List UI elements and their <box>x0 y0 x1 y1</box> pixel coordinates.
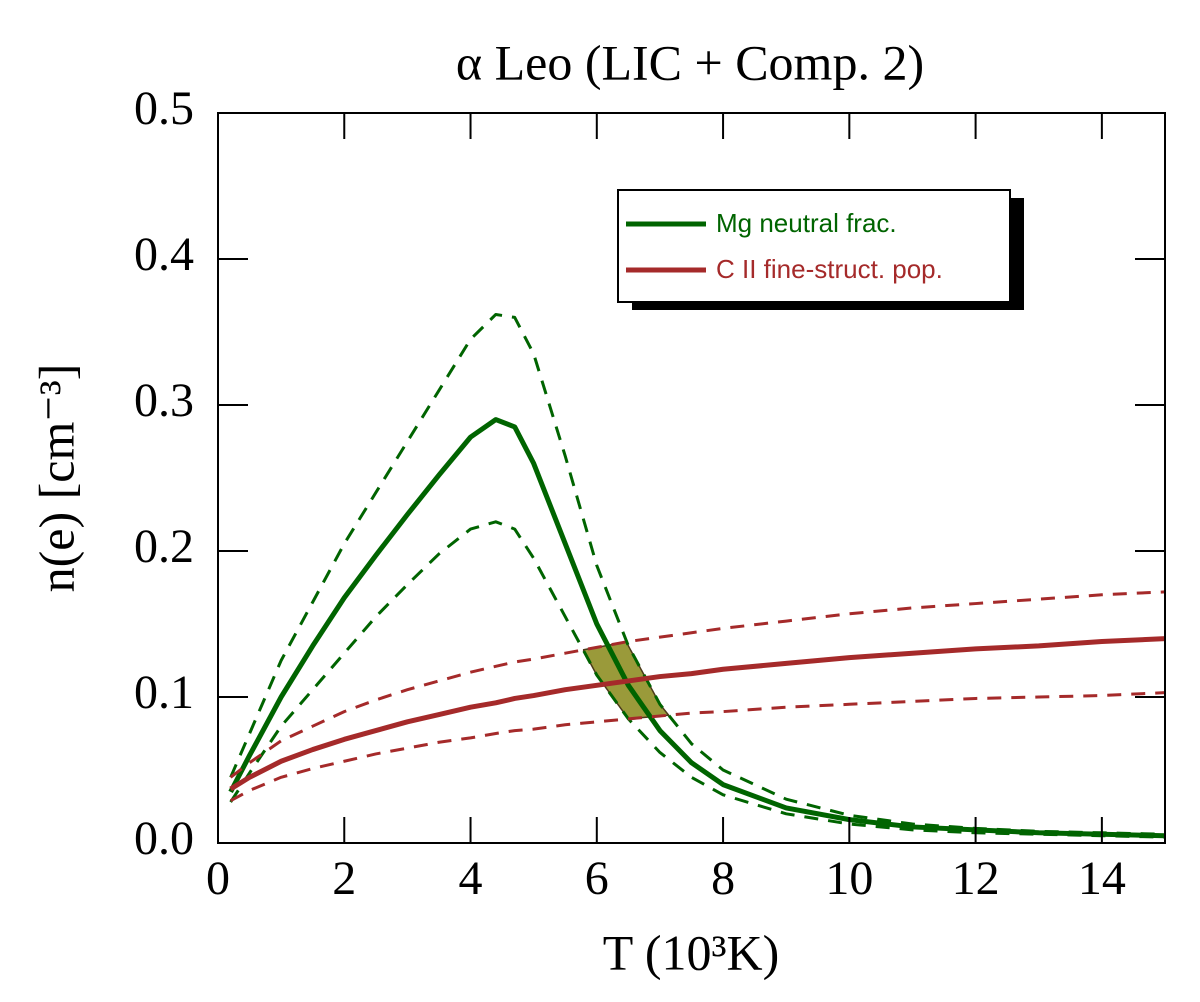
y-tick-label: 0.2 <box>134 520 194 573</box>
upper-bound-line <box>229 590 1166 779</box>
line <box>229 636 1166 792</box>
upper-bound-line <box>229 312 1166 836</box>
x-tick-label: 14 <box>1078 852 1126 905</box>
plot-frame <box>217 112 1166 844</box>
legend-label: C II fine-struct. pop. <box>716 254 943 284</box>
x-axis-label: T (10³K) <box>603 924 780 980</box>
legend-label: Mg neutral frac. <box>716 208 897 238</box>
y-tick-label: 0.3 <box>134 374 194 427</box>
lower-bound-line <box>229 691 1166 802</box>
y-tick-label: 0.5 <box>134 82 194 135</box>
x-tick-label: 4 <box>459 852 483 905</box>
line <box>228 417 1166 839</box>
x-tick-label: 8 <box>711 852 735 905</box>
legend-box <box>617 189 1011 303</box>
x-tick-label: 2 <box>332 852 356 905</box>
chart-title: α Leo (LIC + Comp. 2) <box>456 34 924 90</box>
x-tick-label: 6 <box>585 852 609 905</box>
y-tick-label: 0.4 <box>134 228 194 281</box>
x-tick-label: 12 <box>952 852 1000 905</box>
y-axis-label: n(e) [cm⁻³] <box>28 364 84 593</box>
x-tick-label: 10 <box>825 852 873 905</box>
x-tick-label: 0 <box>206 852 230 905</box>
lower-bound-line <box>229 520 1166 839</box>
y-tick-label: 0.0 <box>134 812 194 865</box>
y-tick-label: 0.1 <box>134 666 194 719</box>
